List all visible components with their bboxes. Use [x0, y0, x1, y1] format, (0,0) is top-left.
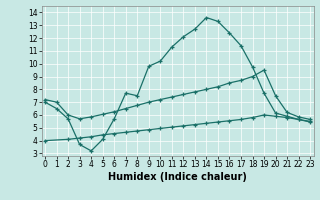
- X-axis label: Humidex (Indice chaleur): Humidex (Indice chaleur): [108, 172, 247, 182]
